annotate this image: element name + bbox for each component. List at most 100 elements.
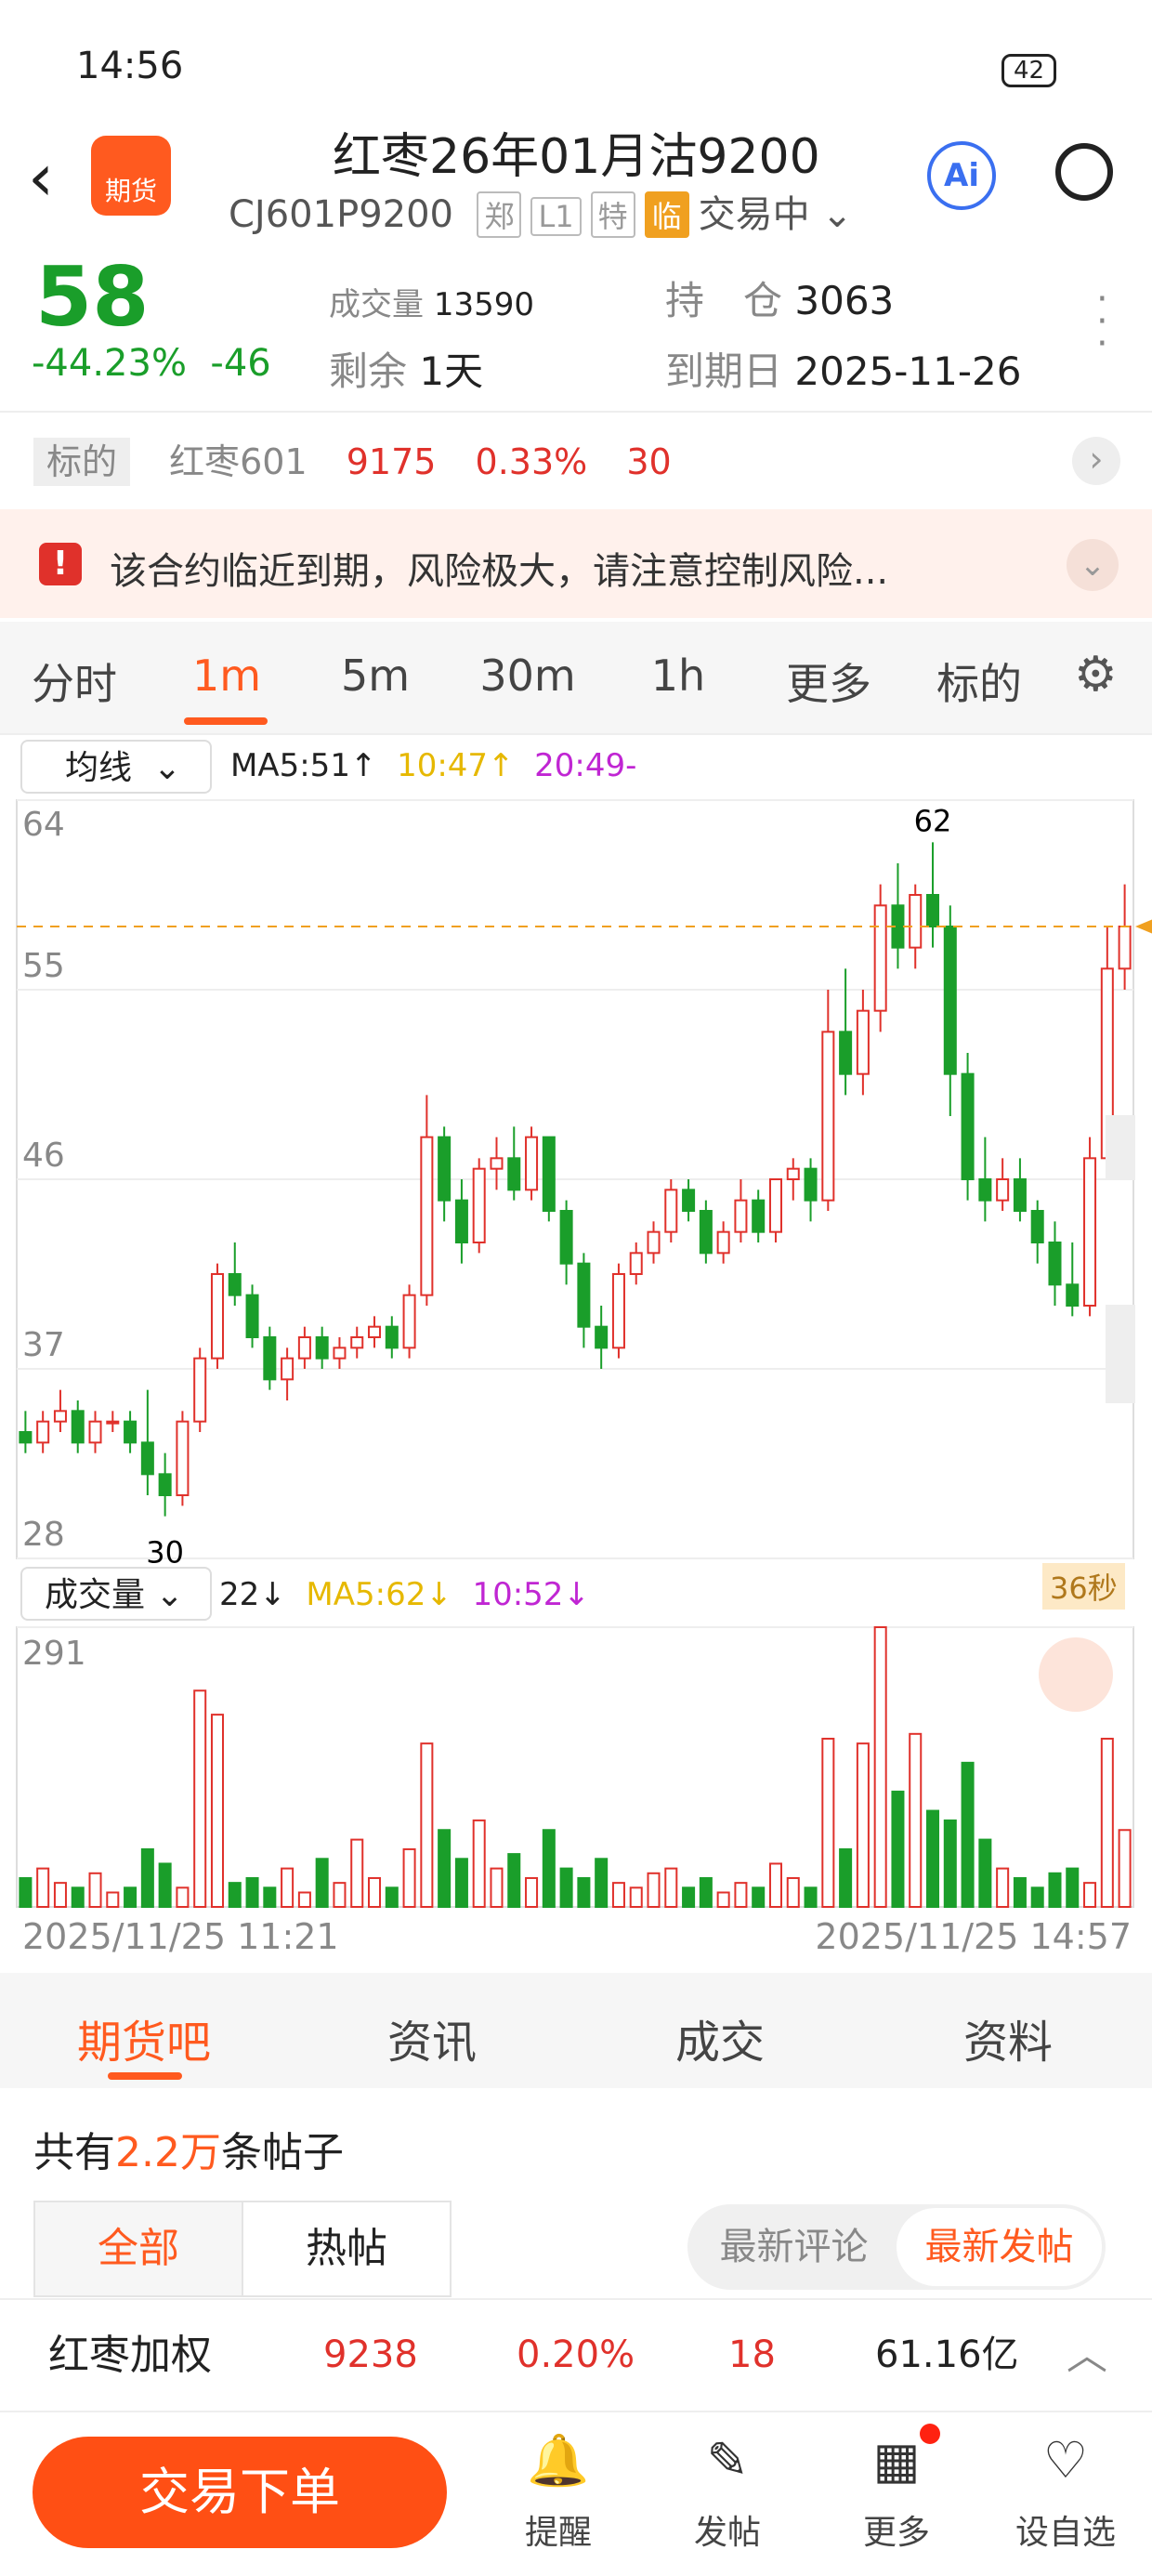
back[interactable]: ‹ xyxy=(28,139,54,216)
expand[interactable]: ⌄ xyxy=(1067,539,1119,591)
nav-icon[interactable]: ▦ xyxy=(872,2431,921,2490)
tab[interactable]: 1m xyxy=(191,651,262,701)
candle-body xyxy=(768,1178,782,1233)
ticker[interactable]: 红枣加权 9238 0.20% 18 61.16亿 ︿ xyxy=(0,2298,1152,2412)
candle-body xyxy=(490,1157,504,1170)
tab[interactable]: 标的 xyxy=(936,659,1022,709)
menu[interactable]: · · · xyxy=(1096,278,1108,365)
value: 13590 xyxy=(433,286,534,323)
nav-label[interactable]: 更多 xyxy=(862,2514,930,2552)
label: 剩余 xyxy=(329,348,408,394)
settings[interactable]: ⚙ xyxy=(1074,647,1118,703)
value: 9238 xyxy=(323,2333,418,2376)
candle-body xyxy=(647,1230,661,1255)
tab[interactable]: 1h xyxy=(650,651,706,701)
volume-bar xyxy=(647,1872,661,1908)
volume-bar xyxy=(88,1872,102,1908)
title: 红枣26年01月沽9200 xyxy=(333,129,820,185)
y-tick-label: 46 xyxy=(22,1137,65,1175)
section-tab[interactable]: 成交 xyxy=(674,2017,765,2069)
section-tab[interactable]: 期货吧 xyxy=(76,2017,211,2069)
label: 均线 xyxy=(65,749,133,787)
candle-body xyxy=(926,894,940,927)
volume-bar xyxy=(315,1858,329,1908)
candle-body xyxy=(71,1410,85,1444)
candle-body xyxy=(856,1009,870,1075)
volume-bar xyxy=(454,1858,468,1908)
trade-button[interactable]: 交易下单 xyxy=(33,2437,447,2548)
candle-body xyxy=(1030,1210,1044,1243)
time: 14:56 xyxy=(76,45,184,87)
nav-label[interactable]: 提醒 xyxy=(524,2514,592,2552)
collapse: ︿ xyxy=(1067,2332,1107,2379)
code: CJ601P9200 xyxy=(229,193,453,236)
section-tab[interactable]: 资讯 xyxy=(386,2017,477,2069)
volume-bar xyxy=(682,1886,696,1909)
alert-bar xyxy=(0,509,1152,618)
candle-body xyxy=(420,1136,434,1296)
battery: 42 xyxy=(1001,54,1057,87)
volume-bar xyxy=(402,1847,416,1908)
tab[interactable]: 5m xyxy=(340,651,411,701)
count: 2.2万 xyxy=(115,2129,221,2176)
section-tab[interactable]: 资料 xyxy=(962,2017,1053,2069)
tag: 临 xyxy=(644,191,689,238)
nav-icon[interactable]: ♡ xyxy=(1042,2431,1089,2490)
candle-body xyxy=(961,1072,975,1180)
value: 9175 xyxy=(346,441,437,482)
volume-bar xyxy=(228,1882,242,1908)
candle-body xyxy=(978,1178,992,1202)
tab[interactable]: 30m xyxy=(479,651,576,701)
volume-bar xyxy=(804,1886,818,1909)
filter[interactable]: 热帖 xyxy=(242,2202,450,2295)
nav-label[interactable]: 发帖 xyxy=(693,2514,761,2552)
ma-select[interactable]: 均线 ⌄ xyxy=(20,740,212,794)
max-label: 62 xyxy=(914,803,952,838)
sort[interactable]: 最新评论 xyxy=(719,2226,869,2268)
candle-body xyxy=(1083,1157,1097,1308)
candle-body xyxy=(402,1294,416,1349)
candle-body xyxy=(385,1325,399,1349)
volume-bar xyxy=(664,1867,678,1909)
candle-body xyxy=(839,1031,853,1075)
ma-legend: MA5:51↑ 10:47↑ 20:49- xyxy=(230,747,636,784)
candle-body xyxy=(559,1210,573,1265)
candle-body xyxy=(716,1230,730,1255)
tab-underline xyxy=(184,717,268,725)
label: 标的 xyxy=(33,438,131,486)
candle-body xyxy=(525,1136,539,1191)
search[interactable] xyxy=(1055,143,1113,201)
ai[interactable]: Ai xyxy=(927,141,996,210)
nav-icon[interactable]: 🔔 xyxy=(527,2431,590,2490)
nav-label[interactable]: 设自选 xyxy=(1015,2514,1116,2552)
tab[interactable]: 更多 xyxy=(786,659,871,709)
ma20: 20:49- xyxy=(534,747,637,784)
vol-select[interactable]: 成交量 ⌄ xyxy=(20,1567,212,1621)
volume-bar xyxy=(1066,1867,1080,1909)
candle-body xyxy=(176,1420,190,1496)
volume-bar xyxy=(961,1761,975,1908)
tab[interactable]: 分时 xyxy=(32,659,117,709)
volume-bar xyxy=(786,1876,800,1909)
candle-body xyxy=(158,1473,172,1497)
candle-body xyxy=(507,1157,521,1191)
volume-bar xyxy=(943,1819,957,1909)
volume-bar xyxy=(140,1847,154,1908)
volume-bar xyxy=(53,1882,67,1908)
arrow[interactable]: › xyxy=(1072,437,1120,485)
candle-body xyxy=(873,904,887,1012)
ma5: MA5:51↑ xyxy=(230,747,377,784)
sort[interactable]: 最新发帖 xyxy=(897,2208,1102,2286)
name: 红枣601 xyxy=(169,441,308,482)
volume-pane xyxy=(16,1626,1134,1908)
filter[interactable]: 全部 xyxy=(35,2202,242,2295)
section-bar xyxy=(0,1973,1152,2088)
candle-body xyxy=(804,1167,818,1202)
nav-icon[interactable]: ✎ xyxy=(706,2431,749,2490)
volume-bar xyxy=(19,1876,33,1909)
underlying[interactable]: 标的 红枣601 9175 0.33% 30 xyxy=(0,433,1152,491)
expiry: 到期日 2025-11-26 xyxy=(665,340,1021,397)
candle-body xyxy=(611,1273,625,1349)
state[interactable]: 交易中 xyxy=(698,193,810,236)
y-tick-label: 64 xyxy=(22,806,65,844)
